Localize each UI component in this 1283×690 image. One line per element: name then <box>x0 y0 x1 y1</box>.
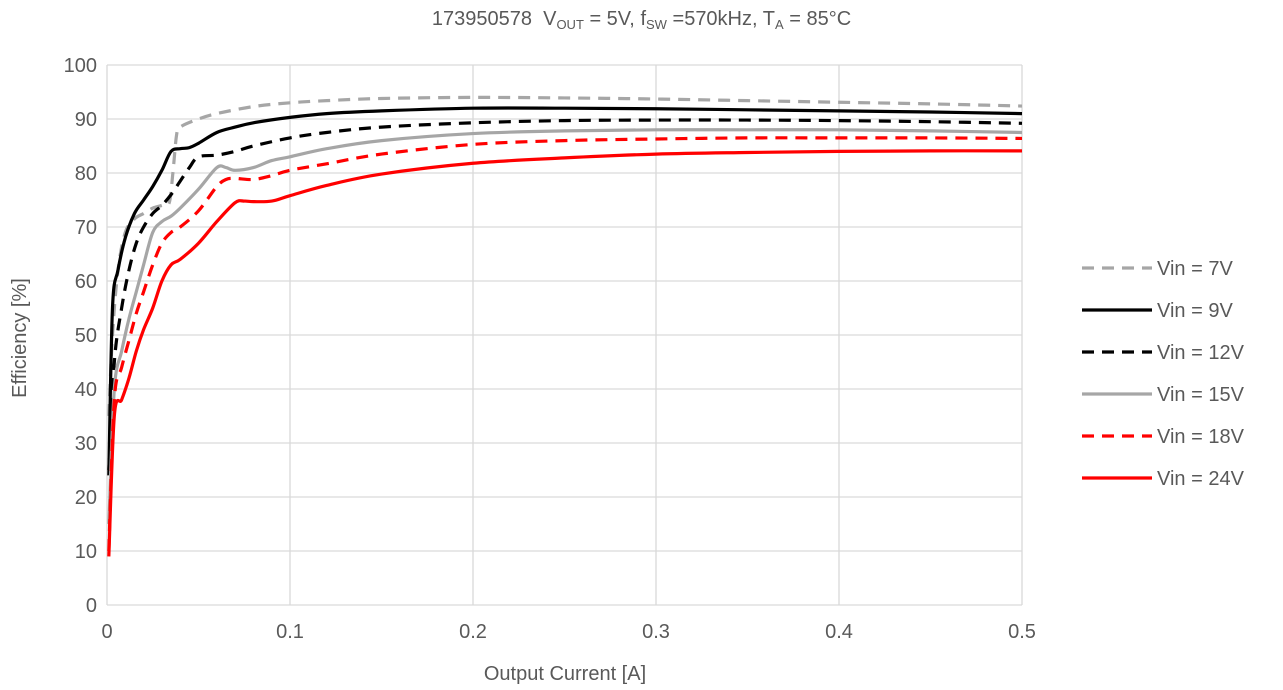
y-tick-label: 90 <box>75 109 97 131</box>
chart-title: 173950578 VOUT = 5V, fSW =570kHz, TA = 8… <box>0 8 1283 32</box>
series-line <box>107 106 1023 476</box>
y-tick-label: 10 <box>75 541 97 563</box>
x-tick-label: 0 <box>101 621 112 643</box>
title-ta-subscript: A <box>774 17 784 32</box>
legend-label: Vin = 18V <box>1157 426 1245 448</box>
y-tick-label: 100 <box>64 55 97 77</box>
y-tick-label: 70 <box>75 217 97 239</box>
title-id: 173950578 <box>431 8 532 30</box>
title-ta-symbol: T <box>762 8 775 30</box>
title-fsw-subscript: SW <box>646 17 667 32</box>
series-line <box>107 149 1023 557</box>
title-ta-value: = 85°C <box>783 8 852 30</box>
y-tick-label: 60 <box>75 271 97 293</box>
y-tick-label: 0 <box>86 595 97 617</box>
title-vout-subscript: OUT <box>556 17 584 32</box>
legend-label: Vin = 24V <box>1157 468 1245 490</box>
legend-label: Vin = 15V <box>1157 384 1245 406</box>
x-tick-label: 0.3 <box>642 621 670 643</box>
legend-label: Vin = 9V <box>1157 300 1233 322</box>
series-line <box>107 118 1023 471</box>
grid <box>106 64 1023 606</box>
y-tick-label: 80 <box>75 163 97 185</box>
x-tick-label: 0.2 <box>459 621 487 643</box>
series-lines <box>107 95 1023 557</box>
legend-label: Vin = 12V <box>1157 342 1245 364</box>
title-fsw-symbol: f <box>640 8 646 30</box>
x-tick-label: 0.4 <box>825 621 853 643</box>
series-line <box>107 95 1023 417</box>
legend-label: Vin = 7V <box>1157 258 1233 280</box>
series-line <box>107 128 1023 525</box>
legend: Vin = 7V Vin = 9V Vin = 12V Vin = 15V Vin = … <box>1082 258 1245 490</box>
y-tick-label: 40 <box>75 379 97 401</box>
y-axis-label: Efficiency [%] <box>9 278 31 398</box>
x-tick-label: 0.1 <box>276 621 304 643</box>
title-fsw-value: =570kHz, <box>666 8 758 30</box>
x-tick-label: 0.5 <box>1008 621 1036 643</box>
title-vout-symbol: V <box>543 8 557 30</box>
y-tick-label: 50 <box>75 325 97 347</box>
series-line <box>107 136 1023 552</box>
title-vout-value: = 5V, <box>583 8 635 30</box>
y-tick-label: 20 <box>75 487 97 509</box>
y-tick-label: 30 <box>75 433 97 455</box>
axes: 0 10 20 30 40 50 60 70 80 90 100 0 0.1 0.2 0.3 0.4 0.5 <box>64 55 1036 643</box>
x-axis-label: Output Current [A] <box>484 663 646 685</box>
